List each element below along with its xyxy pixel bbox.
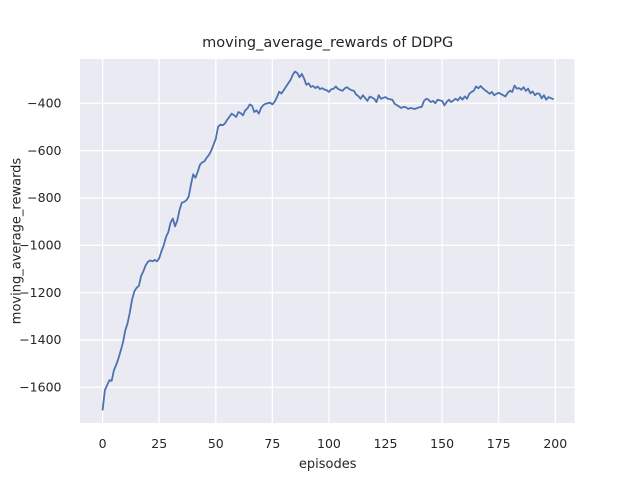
x-tick-label: 150 [430, 436, 454, 451]
x-tick-label: 0 [99, 436, 107, 451]
y-tick-label: −400 [27, 96, 61, 111]
x-tick-label: 100 [317, 436, 341, 451]
x-tick-label: 125 [374, 436, 398, 451]
chart-title: moving_average_rewards of DDPG [202, 35, 453, 51]
y-tick-label: −1400 [19, 332, 61, 347]
x-axis-label: episodes [299, 457, 357, 472]
x-tick-label: 75 [264, 436, 280, 451]
y-tick-label: −1600 [19, 380, 61, 395]
y-tick-label: −1200 [19, 285, 61, 300]
y-axis-label: moving_average_rewards [10, 158, 25, 325]
x-tick-label: 25 [151, 436, 167, 451]
axes-layer: 0 25 50 75 100 125 150 175 200 −400 −600 −800 −1000 −… [19, 59, 575, 451]
reward-line [101, 70, 554, 411]
x-tick-label: 175 [487, 436, 511, 451]
x-tick-label: 50 [208, 436, 224, 451]
y-tick-label: −1000 [19, 238, 61, 253]
y-tick-label: −600 [27, 143, 61, 158]
y-tick-label: −800 [27, 190, 61, 205]
plot-area [80, 59, 575, 423]
x-tick-label: 200 [543, 436, 567, 451]
